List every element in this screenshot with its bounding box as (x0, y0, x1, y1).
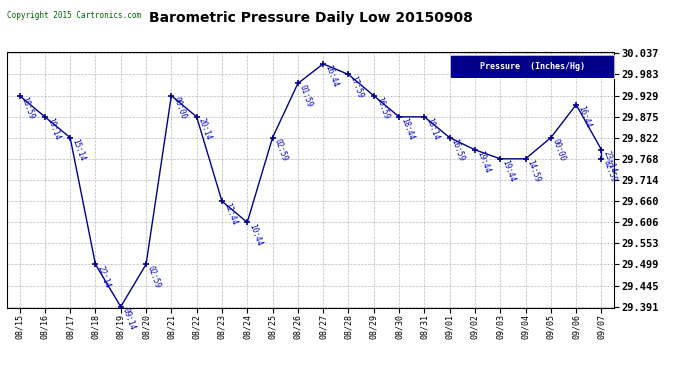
Text: 02:59: 02:59 (273, 138, 289, 162)
Text: 23:14: 23:14 (602, 150, 618, 175)
Text: 18:44: 18:44 (399, 117, 415, 142)
Text: 22:14: 22:14 (95, 264, 112, 289)
Text: 19:44: 19:44 (500, 159, 517, 184)
Text: 20:14: 20:14 (197, 117, 213, 142)
Text: Barometric Pressure Daily Low 20150908: Barometric Pressure Daily Low 20150908 (148, 11, 473, 25)
Text: 00:00: 00:00 (551, 138, 567, 162)
Text: 19:44: 19:44 (475, 150, 491, 175)
Text: 19:14: 19:14 (45, 117, 61, 142)
Text: 15:14: 15:14 (70, 138, 86, 162)
Text: 12:44: 12:44 (222, 201, 238, 226)
Text: 10:44: 10:44 (247, 222, 264, 247)
Text: 16:59: 16:59 (374, 96, 390, 120)
Text: 16:59: 16:59 (450, 138, 466, 162)
Text: 02:59: 02:59 (146, 264, 162, 289)
Text: 01:59: 01:59 (298, 84, 314, 108)
Text: 18:59: 18:59 (19, 96, 36, 120)
Text: Copyright 2015 Cartronics.com: Copyright 2015 Cartronics.com (7, 11, 141, 20)
Text: 02:59: 02:59 (602, 159, 618, 184)
Text: 18:14: 18:14 (424, 117, 441, 142)
Text: 00:00: 00:00 (171, 96, 188, 120)
Text: 17:59: 17:59 (348, 75, 365, 99)
Text: 14:59: 14:59 (526, 159, 542, 184)
Text: 16:44: 16:44 (576, 105, 593, 129)
Text: 16:44: 16:44 (323, 64, 339, 88)
Text: 09:14: 09:14 (121, 307, 137, 332)
